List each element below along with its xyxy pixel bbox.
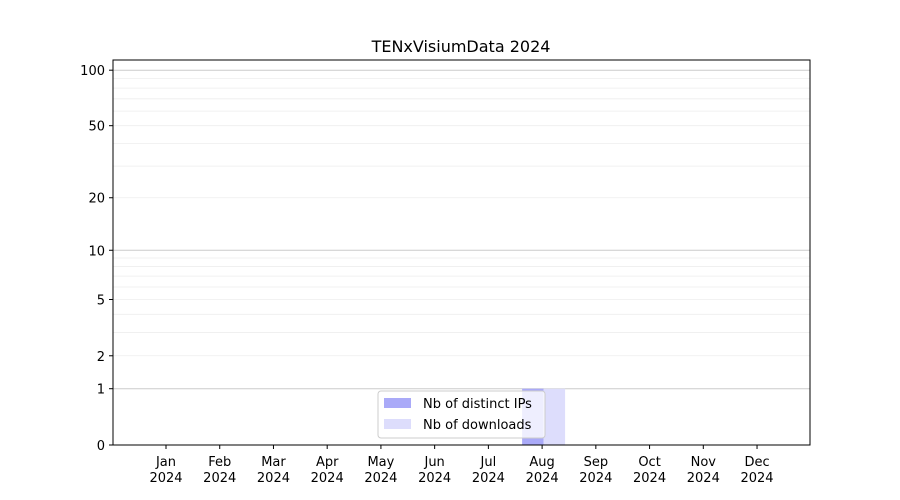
legend-swatch <box>384 419 411 429</box>
legend-swatch <box>384 398 411 408</box>
bar-downloads <box>543 388 566 445</box>
x-tick-label: Jun 2024 <box>418 455 451 486</box>
y-tick-label: 100 <box>80 64 105 79</box>
x-tick-label: Aug 2024 <box>526 455 559 486</box>
y-tick-label: 10 <box>88 244 105 259</box>
x-tick-label: May 2024 <box>364 455 397 486</box>
y-tick-label: 0 <box>97 439 105 454</box>
y-tick-label: 2 <box>97 350 105 365</box>
y-tick-label: 20 <box>88 192 105 207</box>
x-tick-label: Sep 2024 <box>579 455 612 486</box>
x-tick-label: Dec 2024 <box>740 455 773 486</box>
x-tick-label: Apr 2024 <box>311 455 344 486</box>
y-tick-label: 5 <box>97 293 105 308</box>
legend: Nb of distinct IPs Nb of downloads <box>377 390 546 439</box>
legend-label: Nb of downloads <box>423 418 532 433</box>
x-tick-label: Jan 2024 <box>149 455 182 486</box>
x-tick-label: Oct 2024 <box>633 455 666 486</box>
x-tick-label: Jul 2024 <box>472 455 505 486</box>
x-tick-label: Feb 2024 <box>203 455 236 486</box>
y-tick-label: 1 <box>97 383 105 398</box>
x-tick-label: Mar 2024 <box>257 455 290 486</box>
x-tick-label: Nov 2024 <box>687 455 720 486</box>
chart-title: TENxVisiumData 2024 <box>371 37 551 56</box>
y-tick-label: 50 <box>88 120 105 135</box>
legend-box <box>377 390 546 439</box>
legend-label: Nb of distinct IPs <box>423 397 532 412</box>
plot-frame <box>112 59 811 446</box>
